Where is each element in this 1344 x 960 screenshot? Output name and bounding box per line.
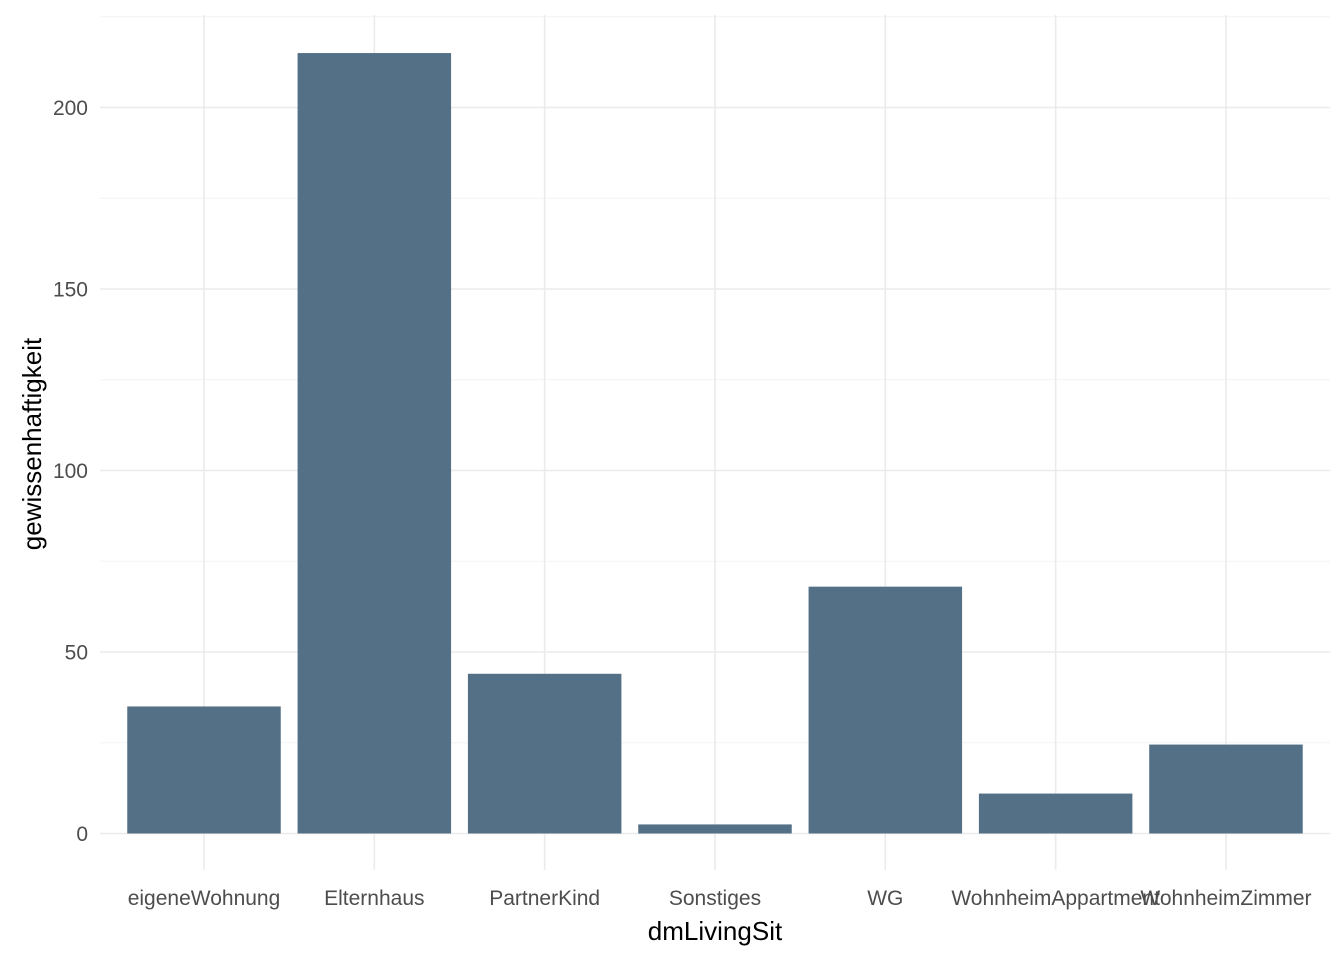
y-tick-label: 150 [53,279,88,302]
x-tick-label: eigeneWohnung [128,887,281,910]
bar-eigenewohnung [127,706,281,834]
bar-wg [808,586,963,834]
x-tick-label: Elternhaus [324,887,424,910]
x-tick-label: WG [867,887,903,910]
bar-elternhaus [297,53,452,834]
x-tick-label: WohnheimAppartment [951,887,1160,910]
y-axis-title: gewissenhaftigkeit [17,337,47,550]
x-axis-title: dmLivingSit [648,916,783,946]
y-tick-label: 50 [65,642,88,665]
y-tick-label: 200 [53,97,88,120]
bars [127,53,1303,834]
x-axis-tick-labels: eigeneWohnung Elternhaus PartnerKind Sonsti… [128,887,1312,910]
bar-partnerkind [467,673,622,834]
bar-wohnheimzimmer [1149,744,1303,834]
x-tick-label: Sonstiges [669,887,761,910]
y-axis-tick-labels: 0 50 100 150 200 [53,97,88,846]
x-tick-label: WohnheimZimmer [1140,887,1311,910]
bar-sonstiges [638,824,792,834]
bar-wohnheimappartment [978,793,1133,834]
y-tick-label: 0 [76,823,88,846]
x-tick-label: PartnerKind [489,887,600,910]
y-tick-label: 100 [53,460,88,483]
major-gridlines [100,15,1330,870]
